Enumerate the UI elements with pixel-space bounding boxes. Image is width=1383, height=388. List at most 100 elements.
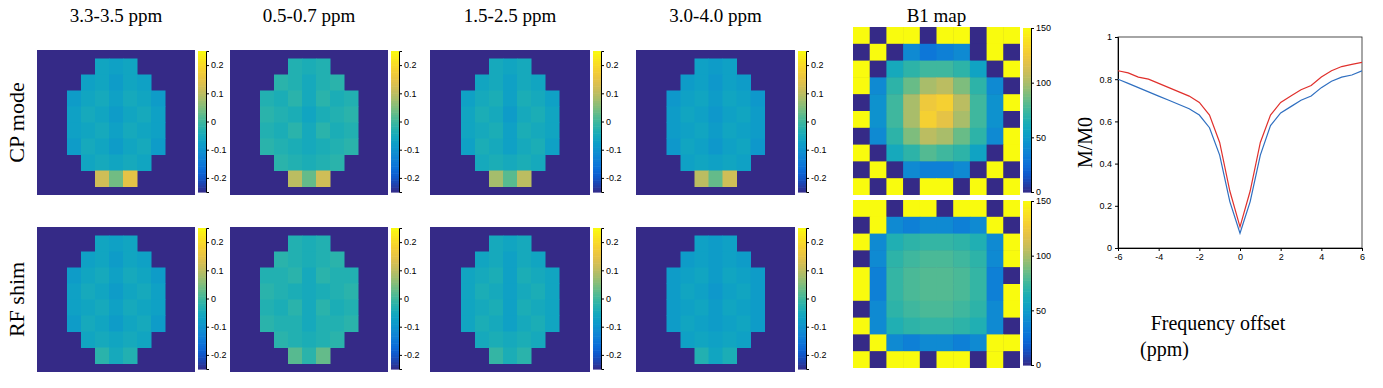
colorbar-axis-tick: 0.1	[601, 89, 619, 99]
x-axis-tick-mark	[1159, 248, 1160, 251]
heatmap-cell	[123, 348, 138, 365]
heatmap-cell	[123, 268, 138, 285]
heatmap-cell	[517, 59, 532, 76]
heatmap-cell	[937, 284, 954, 301]
colorbar-axis-tick-label: 0.1	[211, 266, 224, 276]
heatmap-cell	[903, 250, 920, 267]
colorbar-axis-tick-label: 0.1	[811, 89, 824, 99]
heatmap-cell	[737, 332, 752, 349]
heatmap-cell	[953, 27, 970, 44]
colorbar-axis-tick-mark	[601, 242, 604, 243]
heatmap-cell	[737, 284, 752, 301]
heatmap-cell	[288, 107, 303, 124]
heatmap-cell	[709, 236, 724, 253]
heatmap-cell	[260, 139, 275, 156]
heatmap-cell	[330, 139, 345, 156]
heatmap-cell	[886, 318, 903, 335]
heatmap-cell	[681, 268, 696, 285]
heatmap-cell	[137, 75, 152, 92]
heatmap-cell	[95, 91, 110, 108]
image-background	[853, 200, 1020, 368]
colorbar-axis-tick-mark	[601, 178, 604, 179]
heatmap-cell	[288, 284, 303, 301]
y-axis-tick-mark	[1115, 37, 1118, 38]
heatmap-cell	[695, 268, 710, 285]
heatmap-cell	[288, 300, 303, 317]
heatmap-cell	[681, 252, 696, 269]
heatmap-cell	[517, 123, 532, 140]
heatmap-cell	[274, 316, 289, 333]
heatmap-cell	[953, 145, 970, 162]
heatmap-cell	[709, 300, 724, 317]
y-axis-title: M/M0	[1074, 117, 1096, 168]
heatmap-cell	[123, 252, 138, 269]
heatmap-cell	[886, 145, 903, 162]
colorbar-axis-tick: 0	[601, 294, 611, 304]
heatmap-cell	[503, 300, 518, 317]
heatmap-cell	[920, 250, 937, 267]
heatmap-cell	[302, 91, 317, 108]
heatmap-cell	[853, 200, 870, 217]
heatmap-cell	[723, 123, 738, 140]
colorbar-axis-tick-mark	[399, 65, 402, 66]
heatmap-cell	[953, 61, 970, 78]
heatmap-cell	[517, 252, 532, 269]
heatmap-cell	[531, 155, 546, 172]
heatmap-cell	[489, 332, 504, 349]
heatmap-cell	[886, 178, 903, 195]
heatmap-cell	[95, 348, 110, 365]
heatmap-cell	[853, 61, 870, 78]
x-axis-tick: -4	[1155, 248, 1163, 262]
heatmap-cell	[545, 284, 560, 301]
heatmap-cells	[67, 59, 166, 188]
heatmap-cell	[316, 123, 331, 140]
colorbar-axis-tick-mark	[399, 93, 402, 94]
colorbar-axis-tick-mark	[1031, 310, 1034, 311]
heatmap-cell	[461, 284, 476, 301]
heatmap-cell	[920, 94, 937, 111]
heatmap-cell	[151, 123, 166, 140]
heatmap-cell	[937, 200, 954, 217]
heatmap-cell	[970, 61, 987, 78]
heatmap-cell	[503, 139, 518, 156]
heatmap-cell	[288, 348, 303, 365]
line-chart: -6-4-2024600.20.40.60.81	[1099, 32, 1365, 262]
heatmap-cell	[330, 252, 345, 269]
y-axis-tick: 1	[1107, 32, 1118, 42]
colorbar: -0.2-0.100.10.2	[798, 51, 827, 193]
heatmap-cell	[886, 284, 903, 301]
heatmap-cell	[316, 348, 331, 365]
heatmap-panel: 050100150	[853, 23, 1051, 197]
heatmap-cell	[517, 91, 532, 108]
heatmap-cell	[67, 316, 82, 333]
heatmap-cell	[288, 171, 303, 188]
heatmap-cell	[870, 111, 887, 128]
colorbar-axis-tick-mark	[601, 270, 604, 271]
x-axis-tick-label: 4	[1319, 252, 1324, 262]
heatmap-cell	[137, 91, 152, 108]
heatmap-cell	[95, 139, 110, 156]
colorbar-axis-tick-label: -0.1	[404, 322, 420, 332]
heatmap-cell	[853, 284, 870, 301]
heatmap-cell	[489, 59, 504, 76]
colorbar-axis: 050100150	[1031, 23, 1051, 197]
colorbar-axis-tick-label: -0.2	[811, 350, 827, 360]
heatmap-cell	[853, 27, 870, 44]
heatmap-cell	[953, 284, 970, 301]
heatmap-cell	[81, 139, 96, 156]
x-axis-tick-label: 6	[1360, 252, 1365, 262]
colorbar-axis-tick-label: -0.2	[606, 173, 622, 183]
heatmap-cell	[274, 107, 289, 124]
heatmap-panel: -0.2-0.100.10.2	[636, 50, 827, 195]
heatmap-cell	[330, 284, 345, 301]
heatmap-cell	[302, 252, 317, 269]
heatmap-cell	[751, 91, 766, 108]
heatmap-cell	[870, 94, 887, 111]
heatmap-cell	[316, 252, 331, 269]
heatmap-cell	[903, 284, 920, 301]
heatmap-cell	[970, 318, 987, 335]
x-axis-tick: -2	[1196, 248, 1204, 262]
colorbar-swatch	[593, 228, 601, 231]
heatmap-cell	[987, 61, 1004, 78]
heatmap-cell	[475, 75, 490, 92]
